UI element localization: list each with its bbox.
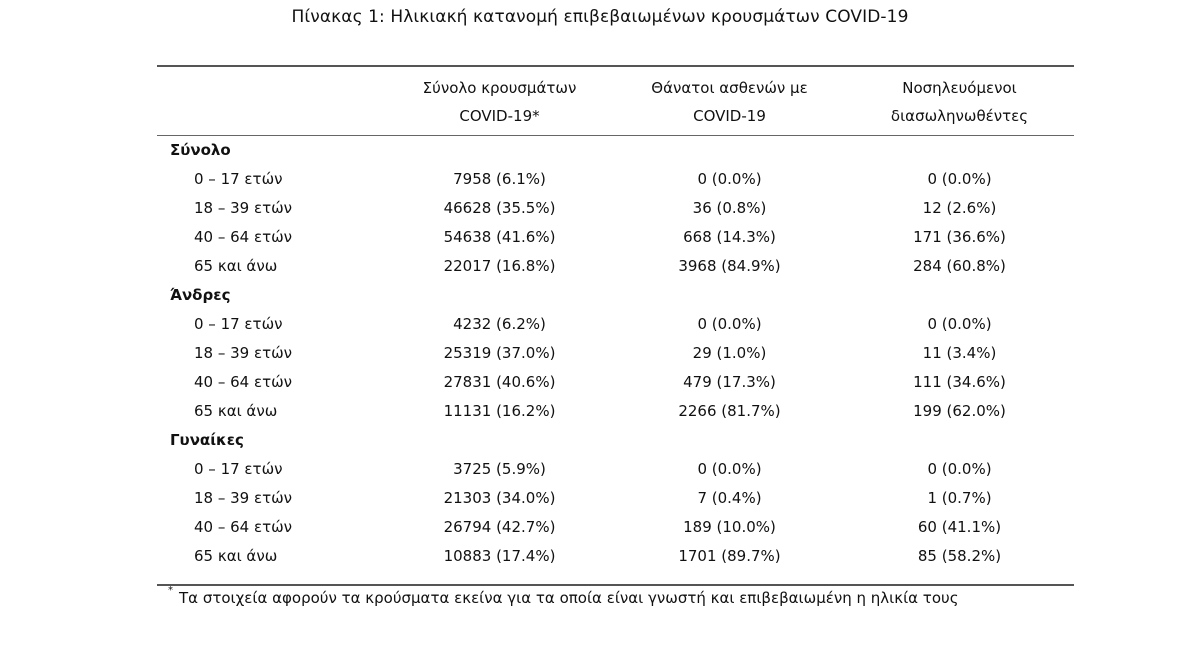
- column-header-line: διασωληνωθέντες: [890, 107, 1029, 125]
- deaths-cell: 668 (14.3%): [683, 228, 776, 246]
- intubated-cell: 0 (0.0%): [927, 170, 992, 188]
- cases-cell: 27831 (40.6%): [443, 373, 556, 391]
- table-row: 0 – 17 ετών 3725 (5.9%) 0 (0.0%) 0 (0.0%): [157, 455, 1074, 484]
- intubated-cell: 60 (41.1%): [917, 518, 1002, 536]
- table-body: Σύνολο 0 – 17 ετών 7958 (6.1%) 0 (0.0%) 0 (0…: [157, 136, 1074, 571]
- cases-cell: 7958 (6.1%): [453, 170, 546, 188]
- table-row: 18 – 39 ετών 21303 (34.0%) 7 (0.4%) 1 (0.7%…: [157, 484, 1074, 513]
- age-group-label: 65 και άνω: [194, 402, 278, 420]
- intubated-cell: 11 (3.4%): [922, 344, 997, 362]
- column-header-line: COVID-19*: [459, 107, 540, 125]
- cases-cell: 21303 (34.0%): [443, 489, 556, 507]
- column-header-intubated: Νοσηλευόμενοι διασωληνωθέντες: [847, 74, 1072, 130]
- top-rule: [157, 65, 1074, 67]
- age-group-label: 0 – 17 ετών: [194, 315, 283, 333]
- table-row: 18 – 39 ετών 25319 (37.0%) 29 (1.0%) 11 (3.…: [157, 339, 1074, 368]
- intubated-cell: 1 (0.7%): [927, 489, 992, 507]
- cases-cell: 25319 (37.0%): [443, 344, 556, 362]
- intubated-cell: 171 (36.6%): [913, 228, 1006, 246]
- table-row: 40 – 64 ετών 54638 (41.6%) 668 (14.3%) 171 …: [157, 223, 1074, 252]
- deaths-cell: 36 (0.8%): [692, 199, 767, 217]
- table-group: Σύνολο 0 – 17 ετών 7958 (6.1%) 0 (0.0%) 0 (0…: [157, 136, 1074, 281]
- table-row: 18 – 39 ετών 46628 (35.5%) 36 (0.8%) 12 (2.…: [157, 194, 1074, 223]
- deaths-cell: 0 (0.0%): [697, 460, 762, 478]
- column-header-line: Θάνατοι ασθενών με: [651, 79, 808, 97]
- deaths-cell: 479 (17.3%): [683, 373, 776, 391]
- deaths-cell: 189 (10.0%): [683, 518, 776, 536]
- age-group-label: 40 – 64 ετών: [194, 518, 293, 536]
- deaths-cell: 7 (0.4%): [697, 489, 762, 507]
- intubated-cell: 0 (0.0%): [927, 460, 992, 478]
- group-title: Άνδρες: [170, 286, 231, 304]
- header-rule: [157, 135, 1074, 136]
- cases-cell: 4232 (6.2%): [453, 315, 546, 333]
- intubated-cell: 12 (2.6%): [922, 199, 997, 217]
- table-row: 65 και άνω 22017 (16.8%) 3968 (84.9%) 284 (…: [157, 252, 1074, 281]
- age-group-label: 65 και άνω: [194, 257, 278, 275]
- table-row: 0 – 17 ετών 7958 (6.1%) 0 (0.0%) 0 (0.0%): [157, 165, 1074, 194]
- cases-cell: 11131 (16.2%): [443, 402, 556, 420]
- header-row: Σύνολο κρουσμάτων COVID-19* Θάνατοι ασθε…: [157, 66, 1074, 136]
- cases-cell: 26794 (42.7%): [443, 518, 556, 536]
- age-group-label: 0 – 17 ετών: [194, 460, 283, 478]
- column-header-deaths: Θάνατοι ασθενών με COVID-19: [617, 74, 842, 130]
- intubated-cell: 85 (58.2%): [917, 547, 1002, 565]
- age-group-label: 18 – 39 ετών: [194, 344, 293, 362]
- data-table: Σύνολο κρουσμάτων COVID-19* Θάνατοι ασθε…: [157, 66, 1074, 571]
- deaths-cell: 3968 (84.9%): [678, 257, 781, 275]
- column-header-line: Νοσηλευόμενοι: [902, 79, 1017, 97]
- deaths-cell: 29 (1.0%): [692, 344, 767, 362]
- deaths-cell: 0 (0.0%): [697, 170, 762, 188]
- cases-cell: 3725 (5.9%): [453, 460, 546, 478]
- age-group-label: 65 και άνω: [194, 547, 278, 565]
- table-group: Γυναίκες 0 – 17 ετών 3725 (5.9%) 0 (0.0%) 0 …: [157, 426, 1074, 571]
- table-row: 40 – 64 ετών 26794 (42.7%) 189 (10.0%) 60 (…: [157, 513, 1074, 542]
- footnote-text: Τα στοιχεία αφορούν τα κρούσματα εκείνα …: [179, 589, 959, 607]
- table-row: 0 – 17 ετών 4232 (6.2%) 0 (0.0%) 0 (0.0%): [157, 310, 1074, 339]
- group-title: Γυναίκες: [170, 431, 244, 449]
- footnote: * Τα στοιχεία αφορούν τα κρούσματα εκείνα…: [168, 585, 959, 607]
- table-caption: Πίνακας 1: Ηλικιακή κατανομή επιβεβαιωμέ…: [291, 7, 909, 27]
- column-header-cases: Σύνολο κρουσμάτων COVID-19*: [387, 74, 612, 130]
- intubated-cell: 199 (62.0%): [913, 402, 1006, 420]
- table-row: 65 και άνω 10883 (17.4%) 1701 (89.7%) 85 (5…: [157, 542, 1074, 571]
- group-title: Σύνολο: [170, 141, 231, 159]
- cases-cell: 22017 (16.8%): [443, 257, 556, 275]
- footnote-mark: *: [168, 585, 173, 596]
- table-row: 40 – 64 ετών 27831 (40.6%) 479 (17.3%) 111 …: [157, 368, 1074, 397]
- table-group: Άνδρες 0 – 17 ετών 4232 (6.2%) 0 (0.0%) 0 (0…: [157, 281, 1074, 426]
- deaths-cell: 2266 (81.7%): [678, 402, 781, 420]
- table-row: 65 και άνω 11131 (16.2%) 2266 (81.7%) 199 (…: [157, 397, 1074, 426]
- column-header-line: Σύνολο κρουσμάτων: [422, 79, 577, 97]
- deaths-cell: 1701 (89.7%): [678, 547, 781, 565]
- intubated-cell: 111 (34.6%): [913, 373, 1006, 391]
- cases-cell: 10883 (17.4%): [443, 547, 556, 565]
- age-group-label: 18 – 39 ετών: [194, 489, 293, 507]
- cases-cell: 46628 (35.5%): [443, 199, 556, 217]
- intubated-cell: 0 (0.0%): [927, 315, 992, 333]
- column-header-line: COVID-19: [693, 107, 766, 125]
- age-group-label: 40 – 64 ετών: [194, 373, 293, 391]
- age-group-label: 18 – 39 ετών: [194, 199, 293, 217]
- deaths-cell: 0 (0.0%): [697, 315, 762, 333]
- intubated-cell: 284 (60.8%): [913, 257, 1006, 275]
- cases-cell: 54638 (41.6%): [443, 228, 556, 246]
- age-group-label: 40 – 64 ετών: [194, 228, 293, 246]
- age-group-label: 0 – 17 ετών: [194, 170, 283, 188]
- bottom-rule: [157, 584, 1074, 586]
